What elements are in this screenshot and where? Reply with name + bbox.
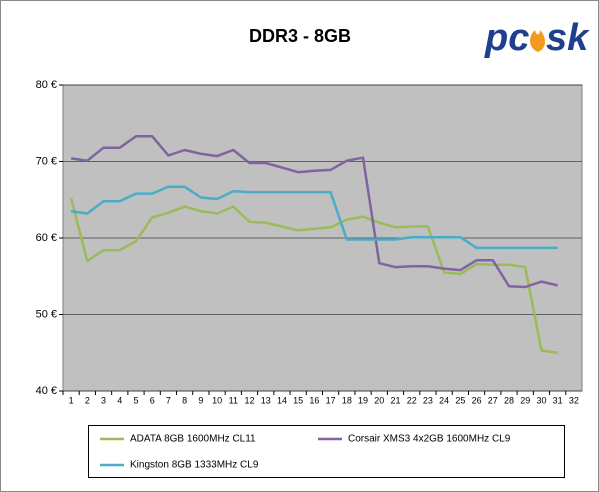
y-tick-label: 80 € bbox=[36, 79, 57, 91]
x-tick-label: 9 bbox=[198, 395, 203, 405]
x-tick-label: 17 bbox=[326, 395, 336, 405]
x-tick-label: 22 bbox=[407, 395, 417, 405]
legend-label: Corsair XMS3 4x2GB 1600MHz CL9 bbox=[348, 434, 511, 445]
legend-label: ADATA 8GB 1600MHz CL11 bbox=[130, 434, 256, 445]
series-line bbox=[69, 197, 558, 355]
chart-title: DDR3 - 8GB bbox=[249, 26, 351, 46]
y-tick-label: 70 € bbox=[36, 155, 57, 167]
x-tick-label: 31 bbox=[553, 395, 563, 405]
x-tick-label: 15 bbox=[293, 395, 303, 405]
legend-box bbox=[88, 425, 565, 478]
y-tick-label: 50 € bbox=[36, 308, 57, 320]
x-tick-label: 16 bbox=[309, 395, 319, 405]
logo-flame bbox=[530, 30, 545, 52]
x-tick-label: 28 bbox=[504, 395, 514, 405]
series-line bbox=[70, 135, 558, 289]
x-tick-label: 6 bbox=[150, 395, 155, 405]
x-tick-label: 32 bbox=[569, 395, 579, 405]
x-tick-label: 11 bbox=[229, 395, 238, 405]
x-tick-label: 21 bbox=[390, 395, 400, 405]
logo-right: sk bbox=[546, 17, 590, 59]
x-tick-label: 3 bbox=[101, 395, 106, 405]
x-tick-label: 29 bbox=[520, 395, 530, 405]
x-tick-label: 25 bbox=[455, 395, 465, 405]
x-tick-label: 19 bbox=[358, 395, 368, 405]
x-tick-label: 2 bbox=[85, 395, 90, 405]
x-tick-label: 13 bbox=[261, 395, 271, 405]
x-tick-label: 27 bbox=[488, 395, 498, 405]
x-tick-label: 7 bbox=[166, 395, 171, 405]
x-tick-label: 1 bbox=[69, 395, 74, 405]
x-tick-label: 24 bbox=[439, 395, 449, 405]
logo-left: pc bbox=[484, 17, 529, 59]
x-tick-label: 5 bbox=[133, 395, 138, 405]
x-tick-label: 8 bbox=[182, 395, 187, 405]
y-tick-label: 60 € bbox=[36, 232, 57, 244]
series-line bbox=[70, 185, 558, 250]
x-tick-label: 14 bbox=[277, 395, 287, 405]
x-tick-label: 26 bbox=[472, 395, 482, 405]
x-tick-label: 12 bbox=[245, 395, 255, 405]
legend-label: Kingston 8GB 1333MHz CL9 bbox=[130, 460, 259, 471]
x-tick-label: 23 bbox=[423, 395, 433, 405]
x-tick-label: 20 bbox=[374, 395, 384, 405]
y-tick-label: 40 € bbox=[36, 385, 57, 397]
x-tick-label: 18 bbox=[342, 395, 352, 405]
x-tick-label: 30 bbox=[536, 395, 546, 405]
x-tick-label: 10 bbox=[212, 395, 222, 405]
x-tick-label: 4 bbox=[117, 395, 122, 405]
